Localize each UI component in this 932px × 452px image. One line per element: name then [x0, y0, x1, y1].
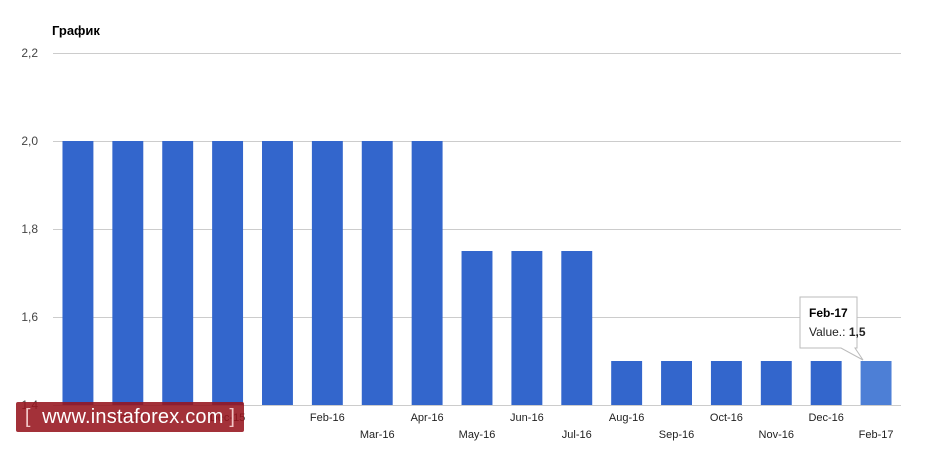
watermark-text: www.instaforex.com — [42, 406, 224, 428]
tooltip-box — [799, 296, 864, 361]
bar-jul-16[interactable] — [561, 251, 593, 405]
bar-nov-16[interactable] — [760, 361, 792, 405]
watermark-logo: [ www.instaforex.com ] — [16, 402, 244, 432]
tooltip-category: Feb-17 — [809, 306, 848, 320]
x-tick-label: Aug-16 — [609, 412, 644, 424]
y-axis-ticks: 1,41,61,82,02,2 — [21, 46, 38, 412]
x-tick-label: May-16 — [459, 429, 496, 441]
bar-may-16[interactable] — [461, 251, 493, 405]
bar-sep-15[interactable] — [62, 141, 94, 405]
bar-jun-16[interactable] — [511, 251, 543, 405]
bar-aug-16[interactable] — [611, 361, 643, 405]
bar-feb-17[interactable] — [860, 361, 892, 405]
x-tick-label: Feb-17 — [859, 429, 894, 441]
bar-jan-16[interactable] — [262, 141, 293, 405]
x-tick-label: Oct-16 — [710, 412, 743, 424]
bar-nov-15[interactable] — [162, 141, 194, 405]
y-tick-label: 1,8 — [21, 222, 38, 236]
tooltip: Feb-17 Value.: 1,5 — [799, 296, 866, 361]
chart-title: График — [52, 23, 100, 38]
bar-dec-15[interactable] — [212, 141, 244, 405]
x-tick-label: Jun-16 — [510, 412, 544, 424]
gridlines — [53, 53, 901, 406]
tooltip-value: 1,5 — [849, 325, 866, 339]
bars — [62, 141, 892, 405]
x-tick-label: Jul-16 — [562, 429, 592, 441]
tooltip-label: Value.: — [809, 325, 845, 339]
x-tick-label: Dec-16 — [808, 412, 843, 424]
x-axis-ticks: Oct-15Dec-15Feb-16Mar-16Apr-16May-16Jun-… — [111, 412, 893, 441]
y-tick-label: 1,6 — [21, 310, 38, 324]
bar-oct-15[interactable] — [112, 141, 144, 405]
bar-mar-16[interactable] — [361, 141, 393, 405]
y-tick-label: 2,2 — [21, 46, 38, 60]
x-tick-label: Feb-16 — [310, 412, 345, 424]
watermark-open-bracket: [ — [24, 406, 31, 428]
bar-feb-16[interactable] — [311, 141, 343, 405]
watermark-close-bracket: ] — [229, 406, 236, 428]
bar-sep-16[interactable] — [661, 361, 692, 405]
bar-dec-16[interactable] — [810, 361, 842, 405]
x-tick-label: Sep-16 — [659, 429, 694, 441]
x-tick-label: Apr-16 — [411, 412, 444, 424]
bar-oct-16[interactable] — [710, 361, 742, 405]
y-tick-label: 2,0 — [21, 134, 38, 148]
x-tick-label: Nov-16 — [759, 429, 794, 441]
x-tick-label: Mar-16 — [360, 429, 395, 441]
tooltip-value-line: Value.: 1,5 — [809, 325, 866, 339]
bar-apr-16[interactable] — [411, 141, 443, 405]
